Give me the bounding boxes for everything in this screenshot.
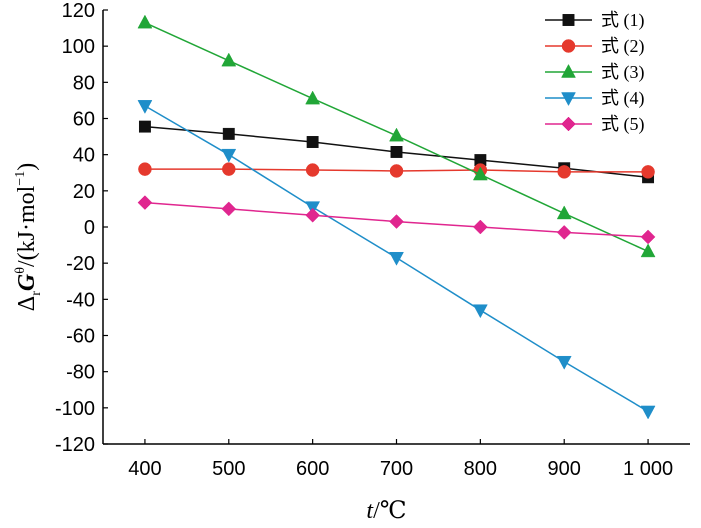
legend-item: 式 (3)	[545, 62, 645, 83]
data-point	[222, 127, 235, 140]
data-point	[556, 225, 572, 240]
y-tick-label: -60	[66, 326, 95, 348]
data-point	[222, 162, 236, 176]
series-5	[137, 195, 656, 245]
series-3	[137, 14, 656, 258]
data-point	[138, 120, 151, 133]
data-point	[472, 304, 488, 319]
y-axis-title-symbol: G	[14, 273, 40, 291]
legend-item: 式 (2)	[545, 36, 645, 57]
y-tick-label: 0	[84, 217, 95, 239]
y-axis-title-superscript: θ	[13, 267, 28, 274]
y-axis-title: ΔrGθ/(kJ·mol−1)	[13, 163, 44, 311]
y-tick-label: -100	[55, 398, 95, 420]
y-tick-label: -20	[66, 253, 95, 275]
data-point	[221, 52, 237, 67]
data-point	[305, 90, 321, 105]
x-tick-label: 900	[548, 458, 581, 480]
y-axis-title-subscript: r	[29, 291, 44, 296]
data-point	[389, 251, 404, 266]
data-point	[389, 164, 404, 178]
y-tick-label: 60	[73, 109, 95, 131]
x-ticks: 400 500 600 700 800 900 1 000	[128, 439, 673, 480]
x-tick-label: 700	[380, 458, 413, 480]
legend-label: 式 (2)	[601, 36, 645, 57]
data-point	[557, 165, 571, 179]
data-point	[137, 100, 153, 114]
legend-label: 式 (4)	[601, 88, 645, 109]
y-tick-label: 80	[73, 72, 95, 94]
y-axis-title-unit: /(kJ·mol	[14, 185, 40, 267]
data-point	[221, 201, 237, 217]
x-tick-label: 600	[296, 458, 329, 480]
x-tick-label: 500	[212, 458, 245, 480]
legend-marker	[561, 39, 576, 53]
series-4	[137, 100, 656, 420]
axes: 120 100 80 60 40 20 0 -20 -40 -60 -80 -100 -120 400 5…	[55, 0, 690, 480]
data-point	[640, 405, 656, 420]
x-axis-title: t/℃	[366, 498, 406, 524]
y-ticks: 120 100 80 60 40 20 0 -20 -40 -60 -80 -100 -120	[55, 0, 108, 456]
legend-label: 式 (1)	[601, 10, 645, 31]
legend-marker	[562, 14, 575, 26]
data-point	[306, 136, 319, 148]
x-tick-label: 400	[128, 458, 161, 480]
x-tick-label: 800	[464, 458, 497, 480]
legend-marker	[561, 92, 576, 107]
y-axis-title-delta: Δ	[14, 296, 40, 311]
y-tick-label: 120	[62, 0, 95, 22]
legend-item: 式 (5)	[545, 114, 645, 135]
data-point	[556, 205, 572, 220]
data-point	[389, 127, 404, 142]
x-tick-label: 1 000	[623, 458, 673, 480]
data-point	[390, 146, 403, 158]
legend-label: 式 (5)	[601, 114, 645, 135]
y-axis-title-unit-superscript: −1	[13, 171, 28, 186]
data-point	[640, 229, 656, 245]
data-point	[473, 219, 488, 235]
data-point	[472, 166, 488, 181]
series-2	[138, 162, 655, 179]
legend-label: 式 (3)	[601, 62, 645, 83]
legend-marker	[561, 116, 576, 132]
y-tick-label: 100	[62, 36, 95, 58]
data-point	[556, 355, 572, 370]
y-tick-label: 20	[73, 181, 95, 203]
y-tick-label: -40	[66, 289, 95, 311]
x-axis-title-symbol: t	[366, 498, 374, 524]
y-tick-label: -80	[66, 362, 95, 384]
data-point	[137, 195, 153, 210]
y-axis-title-close: )	[14, 163, 40, 171]
legend-item: 式 (4)	[545, 88, 645, 109]
legend: 式 (1) 式 (2) 式 (3) 式 (4) 式 (5)	[545, 10, 645, 135]
y-tick-label: 40	[73, 145, 95, 167]
data-point	[641, 165, 655, 179]
data-point	[137, 14, 153, 29]
legend-item: 式 (1)	[545, 10, 645, 31]
y-tick-label: -120	[55, 434, 95, 456]
x-axis-title-unit: /℃	[373, 498, 407, 524]
data-point	[138, 162, 152, 176]
data-point	[389, 214, 404, 229]
data-point	[640, 243, 656, 258]
data-point	[305, 163, 320, 177]
data-point	[221, 148, 237, 163]
legend-marker	[561, 63, 576, 78]
data-point	[305, 207, 320, 223]
series-layer	[137, 14, 656, 420]
